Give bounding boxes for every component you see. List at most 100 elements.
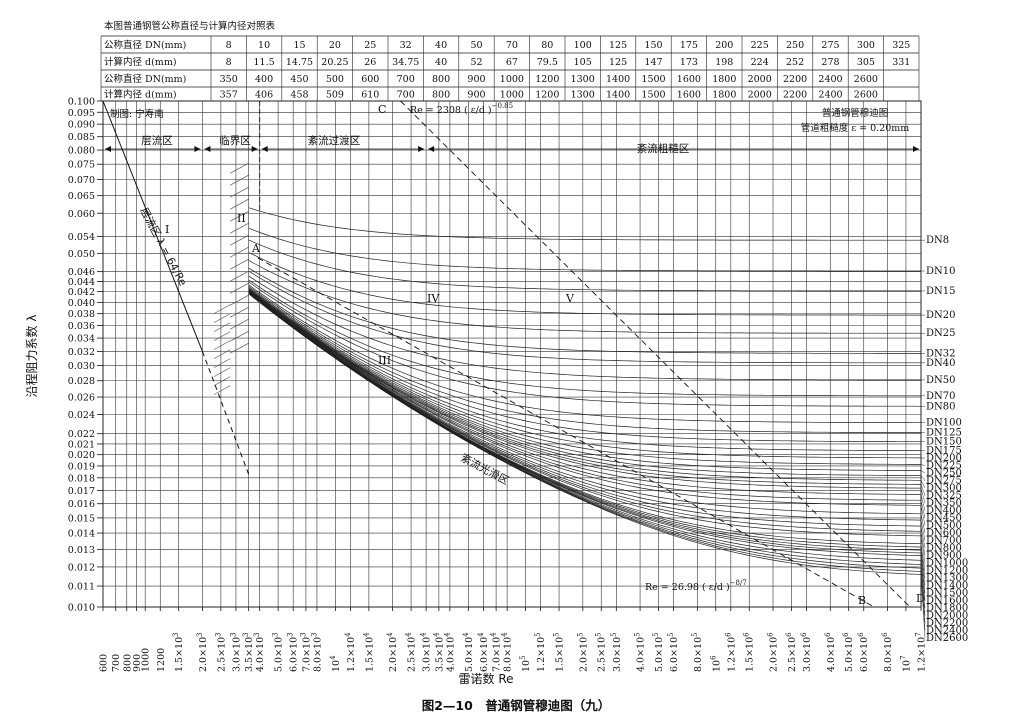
table-cell: 406 <box>255 90 273 101</box>
x-tick-label: 5.0×103 <box>272 632 285 672</box>
critical-hatch <box>230 222 249 234</box>
series-line-dn500 <box>248 291 921 506</box>
table-cell: 105 <box>574 57 592 68</box>
x-tick-label: 5.0×106 <box>842 632 855 672</box>
dn-label: DN450 <box>926 513 962 524</box>
critical-hatch <box>213 313 231 323</box>
table-cell: 1500 <box>641 90 665 101</box>
point-label-d: D <box>916 592 925 605</box>
series-line-dn450 <box>248 291 922 501</box>
dn-leader <box>920 555 926 601</box>
table-cell: 2600 <box>854 90 878 101</box>
critical-hatch <box>230 342 249 354</box>
series-line-dn350 <box>248 291 921 489</box>
dn-leader <box>920 560 926 609</box>
series-line-dn275 <box>248 290 921 476</box>
table-cell: 275 <box>821 40 839 51</box>
dn-leader <box>920 574 926 639</box>
point-label-c: C <box>378 103 386 116</box>
table-cell: 800 <box>432 74 450 85</box>
table-cell: 40 <box>435 57 447 68</box>
table-cell: 400 <box>255 74 273 85</box>
dn-leader <box>920 568 926 624</box>
series-line-dn225 <box>248 289 921 465</box>
dn-label: DN1400 <box>926 581 968 592</box>
dn-label: DN80 <box>926 401 956 412</box>
x-tick-label: 7.0×104 <box>490 632 503 672</box>
x-tick-label: 4.0×105 <box>634 632 647 672</box>
dn-leader <box>920 488 926 504</box>
table-cell: 20 <box>329 40 341 51</box>
dn-label: DN1300 <box>926 573 968 584</box>
formula-upper: Re = 2308 ( ε/d )−0.85 <box>410 102 513 116</box>
formula-lower: Re = 26.98 ( ε/d )−8/7 <box>645 579 747 593</box>
dn-leader <box>920 480 926 489</box>
roughness-note: 管道粗糙度 ε = 0.20mm <box>801 122 910 134</box>
table-cell: 147 <box>644 57 662 68</box>
table-cell: 2200 <box>783 90 807 101</box>
y-tick-label: 0.034 <box>68 334 95 345</box>
critical-hatch <box>213 349 231 359</box>
y-tick-label: 0.010 <box>68 603 95 614</box>
series-line-dn150 <box>248 287 921 443</box>
table-cell: 8 <box>226 40 232 51</box>
table-cell: 1600 <box>677 74 701 85</box>
friction-curves <box>102 100 922 608</box>
y-tick-label: 0.044 <box>68 277 95 288</box>
table-cell: 80 <box>541 40 553 51</box>
y-tick-label: 0.090 <box>68 120 95 131</box>
dn-label: DN275 <box>926 476 962 487</box>
dn-leader <box>920 494 926 511</box>
table-cell: 325 <box>892 40 910 51</box>
dn-label: DN800 <box>926 543 962 554</box>
dn-leader <box>920 535 926 564</box>
y-tick-label: 0.022 <box>68 429 95 440</box>
chart-name-note: 普通钢管穆迪图 <box>822 107 889 119</box>
dn-label: DN325 <box>926 491 962 502</box>
table-cell: 79.5 <box>537 57 558 68</box>
dn-leader <box>920 564 926 616</box>
y-tick-label: 0.030 <box>68 361 95 372</box>
table-cell: 250 <box>786 40 804 51</box>
table-cell: 20.25 <box>321 57 348 68</box>
table-cell: 331 <box>892 57 910 68</box>
zone-arrowhead <box>913 146 919 152</box>
series-line-dn8 <box>248 207 921 241</box>
critical-hatch <box>230 186 249 198</box>
dn-label: DN25 <box>926 328 956 339</box>
series-line-dn300 <box>248 290 921 481</box>
x-tick-label: 1.2×105 <box>534 632 547 672</box>
y-tick-label: 0.024 <box>68 410 95 421</box>
point-label-a: A <box>251 242 261 255</box>
dn-leader <box>920 513 926 534</box>
critical-hatch <box>230 198 249 210</box>
table-cell: 1300 <box>571 74 595 85</box>
series-line-dn600 <box>248 292 922 515</box>
dn-leader <box>920 484 926 496</box>
dn-label: DN200 <box>926 453 962 464</box>
table-cell: 15 <box>293 40 305 51</box>
table-cell: 8 <box>226 57 232 68</box>
dn-label: DN2400 <box>926 626 968 637</box>
table-cell: 225 <box>751 40 769 51</box>
series-line-dn32 <box>248 267 921 354</box>
zone-arrowhead <box>261 146 268 152</box>
y-tick-label: 0.046 <box>68 267 95 278</box>
dn-label: DN300 <box>926 483 962 494</box>
x-tick-label: 2.5×104 <box>405 632 418 672</box>
x-tick-label: 8.0×104 <box>501 632 514 672</box>
y-tick-label: 0.019 <box>68 461 95 472</box>
dn-label: DN400 <box>926 506 962 517</box>
table-cell: 305 <box>857 57 875 68</box>
boundary-line-ab <box>257 257 875 608</box>
dn-leader <box>920 475 926 481</box>
x-tick-label: 3.0×105 <box>610 632 623 672</box>
critical-hatch <box>213 376 231 386</box>
critical-hatch <box>230 258 249 270</box>
table-cell: 32 <box>400 40 412 51</box>
chart-grid <box>102 100 922 608</box>
dn-leader <box>920 464 926 466</box>
series-line-dn200 <box>248 288 921 459</box>
series-line-dn1800 <box>248 293 922 561</box>
